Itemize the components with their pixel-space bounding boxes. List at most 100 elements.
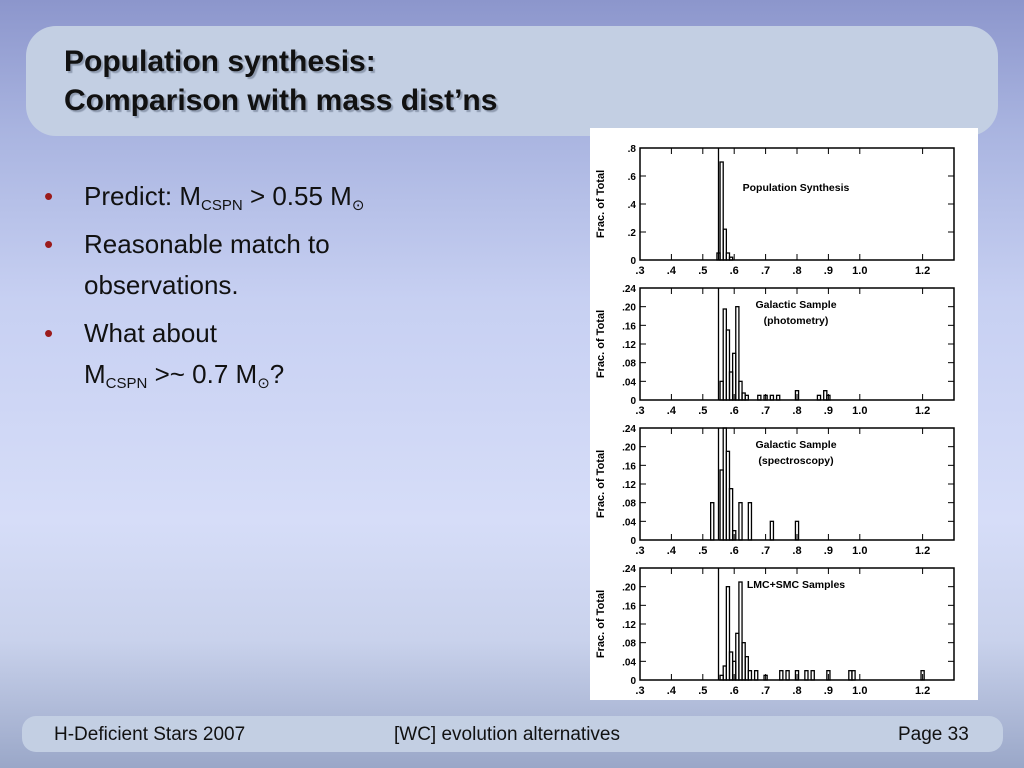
y-tick-label: .20 bbox=[622, 583, 636, 594]
footer-left: H-Deficient Stars 2007 bbox=[54, 724, 246, 745]
bullet-text-part: > 0.55 M bbox=[242, 181, 352, 211]
x-tick-label: .5 bbox=[698, 265, 707, 277]
y-tick-label: 0 bbox=[630, 396, 636, 407]
panel-title: LMC+SMC Samples bbox=[747, 579, 845, 591]
y-tick-label: .20 bbox=[622, 443, 636, 454]
histogram-bar bbox=[725, 252, 731, 261]
y-tick-label: .12 bbox=[622, 620, 636, 631]
bullet-text-part: >~ 0.7 M bbox=[147, 359, 258, 389]
x-tick-label: .6 bbox=[730, 685, 739, 697]
y-axis-label: Frac. of Total bbox=[595, 170, 607, 238]
x-tick-label: .4 bbox=[667, 545, 677, 557]
y-tick-label: 0 bbox=[630, 256, 636, 267]
x-tick-label: .6 bbox=[730, 545, 739, 557]
sun-symbol: ⊙ bbox=[351, 197, 365, 214]
histogram-bar bbox=[794, 390, 800, 401]
histogram-bar bbox=[725, 586, 731, 681]
histogram-bar bbox=[794, 520, 800, 541]
histogram-bar bbox=[816, 394, 822, 401]
histogram-bar bbox=[757, 394, 762, 401]
y-axis-label: Frac. of Total bbox=[595, 450, 607, 518]
x-tick-label: 1.2 bbox=[915, 545, 930, 557]
x-tick-label: .7 bbox=[761, 405, 770, 417]
histogram-bar bbox=[785, 670, 790, 681]
x-tick-label: .7 bbox=[761, 545, 770, 557]
y-tick-label: .6 bbox=[628, 172, 637, 183]
y-tick-label: .4 bbox=[628, 200, 637, 211]
histogram-bar bbox=[769, 394, 775, 401]
x-tick-label: .6 bbox=[730, 265, 739, 277]
histogram-bar bbox=[722, 228, 728, 261]
x-tick-label: .6 bbox=[730, 405, 739, 417]
x-tick-label: .9 bbox=[824, 265, 833, 277]
histogram-bar bbox=[794, 670, 800, 681]
x-tick-label: .3 bbox=[635, 405, 644, 417]
y-tick-label: .24 bbox=[622, 564, 636, 575]
bullet-text-part: ? bbox=[269, 359, 285, 389]
x-tick-label: 1.0 bbox=[852, 685, 867, 697]
bullet-marker: • bbox=[44, 318, 54, 348]
panel-title: Galactic Sample bbox=[755, 299, 836, 311]
histogram-bar bbox=[731, 530, 737, 541]
bullet-line: What about bbox=[84, 318, 217, 348]
bullet-item: • What about MCSPN >~ 0.7 M⊙? bbox=[44, 313, 464, 395]
histogram-bar bbox=[747, 502, 753, 541]
y-axis-label: Frac. of Total bbox=[595, 590, 607, 658]
y-tick-label: .24 bbox=[622, 284, 636, 295]
footer-center: [WC] evolution alternatives bbox=[394, 724, 620, 745]
y-tick-label: .12 bbox=[622, 480, 636, 491]
y-tick-label: .08 bbox=[622, 639, 636, 650]
x-tick-label: .8 bbox=[792, 405, 801, 417]
bullet-text-part: M bbox=[84, 359, 106, 389]
x-tick-label: .8 bbox=[792, 685, 801, 697]
subscript: CSPN bbox=[105, 375, 148, 392]
histogram-bar bbox=[826, 394, 831, 401]
histogram-bar bbox=[920, 670, 925, 681]
y-axis-label: Frac. of Total bbox=[595, 310, 607, 378]
x-tick-label: .5 bbox=[698, 405, 707, 417]
panel-subtitle: (spectroscopy) bbox=[758, 455, 833, 467]
panel-title: Population Synthesis bbox=[743, 182, 850, 194]
histogram-bar bbox=[763, 674, 768, 681]
y-tick-label: .04 bbox=[622, 517, 636, 528]
x-tick-label: .7 bbox=[761, 685, 770, 697]
subscript: CSPN bbox=[201, 197, 243, 214]
x-tick-label: 1.0 bbox=[852, 405, 867, 417]
x-tick-label: .9 bbox=[824, 405, 833, 417]
histogram-bar bbox=[719, 161, 724, 261]
x-tick-label: 1.0 bbox=[852, 265, 867, 277]
histogram-bar bbox=[826, 670, 831, 681]
histogram-bar bbox=[728, 256, 734, 261]
y-tick-label: .2 bbox=[628, 228, 637, 239]
histogram-bar bbox=[747, 670, 753, 681]
x-tick-label: .7 bbox=[761, 265, 770, 277]
y-tick-label: .16 bbox=[622, 321, 636, 332]
x-tick-label: .4 bbox=[667, 685, 677, 697]
title-box bbox=[26, 26, 998, 136]
slide-title-line-1: Population synthesis: bbox=[64, 45, 376, 78]
histogram-bar bbox=[728, 488, 734, 541]
x-tick-label: 1.2 bbox=[915, 685, 930, 697]
histogram-bar bbox=[738, 581, 743, 681]
x-tick-label: .5 bbox=[698, 545, 707, 557]
x-tick-label: .3 bbox=[635, 265, 644, 277]
histogram-bar bbox=[744, 656, 749, 681]
x-tick-label: .8 bbox=[792, 265, 801, 277]
x-tick-label: .9 bbox=[824, 685, 833, 697]
x-tick-label: 1.2 bbox=[915, 405, 930, 417]
x-tick-label: .9 bbox=[824, 545, 833, 557]
footer-bar: H-Deficient Stars 2007 [WC] evolution al… bbox=[22, 716, 1003, 752]
bullet-line: observations. bbox=[84, 270, 239, 300]
y-tick-label: 0 bbox=[630, 536, 636, 547]
x-tick-label: .5 bbox=[698, 685, 707, 697]
y-tick-label: .08 bbox=[622, 499, 636, 510]
bullet-marker: • bbox=[44, 181, 54, 211]
histogram-bar bbox=[744, 394, 749, 401]
y-tick-label: .20 bbox=[622, 303, 636, 314]
x-tick-label: .8 bbox=[792, 545, 801, 557]
bullet-text: Predict: MCSPN > 0.55 M⊙ bbox=[84, 181, 365, 214]
bullet-line: MCSPN >~ 0.7 M⊙? bbox=[84, 354, 464, 395]
sun-symbol: ⊙ bbox=[257, 375, 270, 392]
y-tick-label: .24 bbox=[622, 424, 636, 435]
